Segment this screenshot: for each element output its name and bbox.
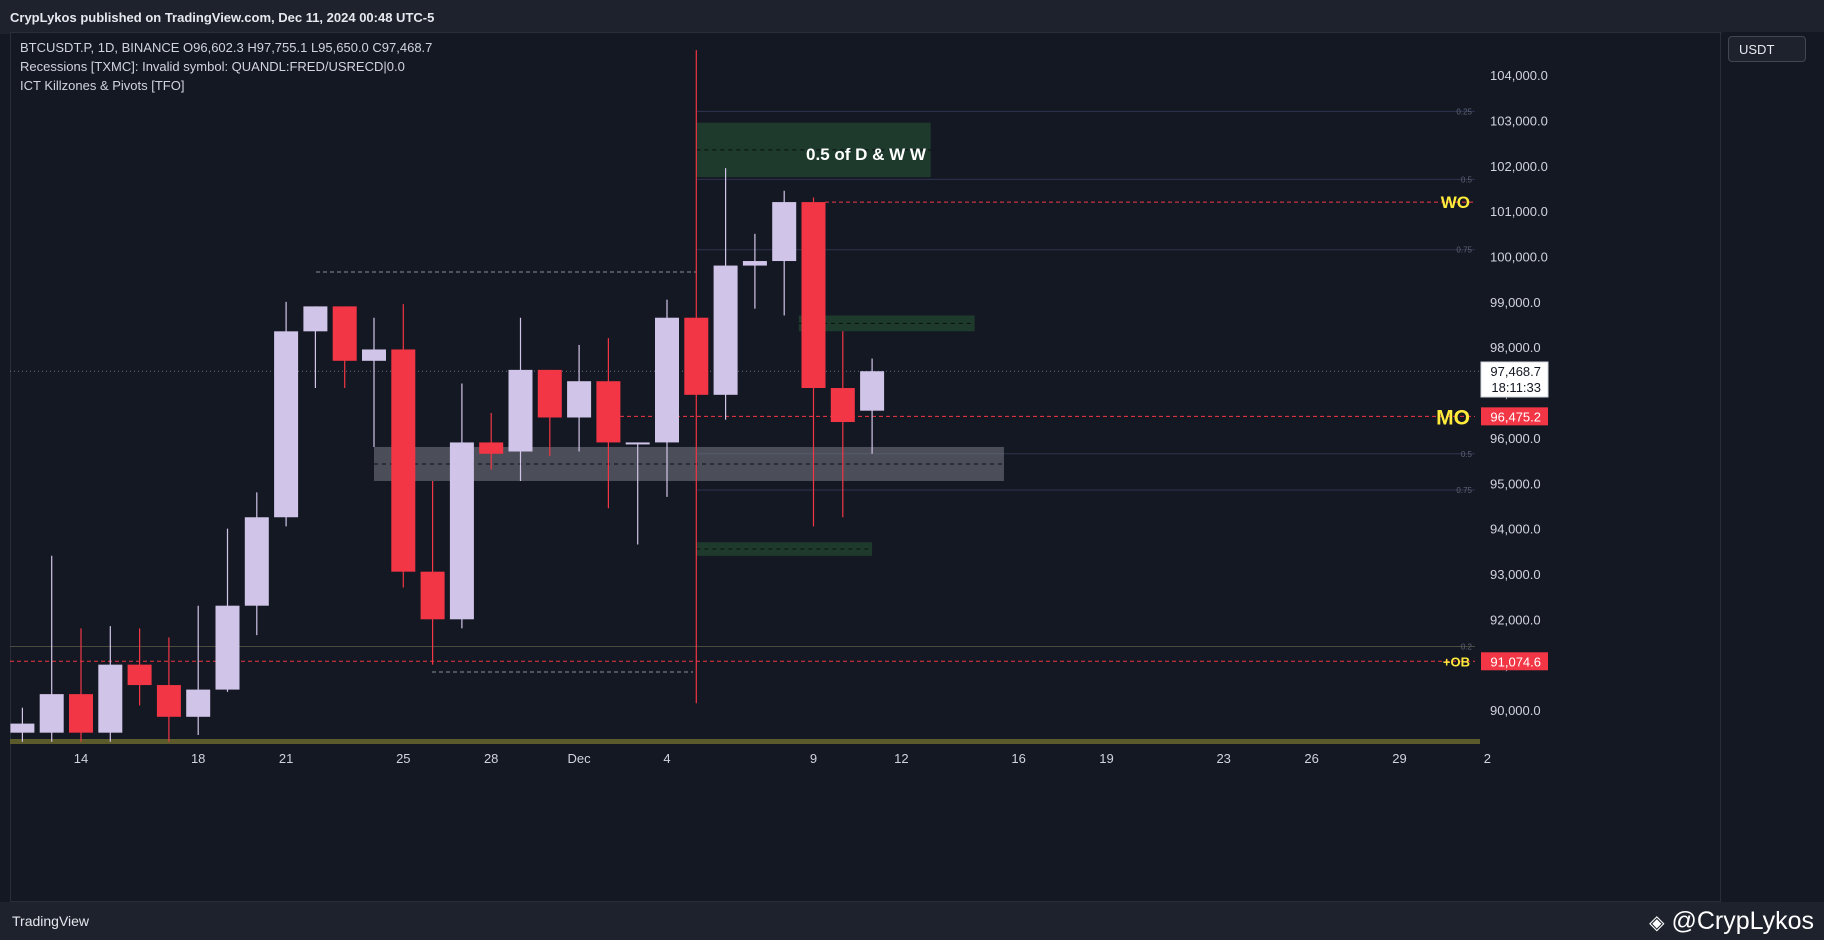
price-tick-label: 103,000.0 [1490,113,1548,128]
current-price-badge [1480,361,1549,398]
time-tick-label: 23 [1216,751,1230,766]
time-tick-label: 26 [1304,751,1318,766]
price-tick-label: 94,000.0 [1490,522,1541,537]
price-tick-label: 100,000.0 [1490,250,1548,265]
candle-body[interactable] [186,689,211,717]
candle-body[interactable] [69,694,93,733]
candle-body[interactable] [508,369,533,452]
candle-body[interactable] [362,349,386,361]
candle-body[interactable] [156,685,181,717]
fib-level-label: 0.2 [1461,643,1473,652]
current-price-badge-text: 97,468.7 [1490,364,1541,379]
candle-body[interactable] [772,202,797,262]
time-tick-label: Dec [568,751,592,766]
price-tick-label: 99,000.0 [1490,295,1541,310]
symbol-line[interactable]: BTCUSDT.P, 1D, BINANCE O96,602.3 H97,755… [20,40,433,55]
footer-bar: TradingView ◈ @CrypLykos [0,902,1824,940]
fib-level-label: 0.75 [1456,486,1472,495]
indicator-recessions[interactable]: Recessions [TXMC]: Invalid symbol: QUAND… [20,59,405,74]
recession-band [10,739,1480,744]
candle-body[interactable] [742,261,767,266]
mo-price-badge [1481,407,1548,426]
price-tick-label: 104,000.0 [1490,68,1548,83]
candle-body[interactable] [537,369,562,418]
current-price-badge-text: 18:11:33 [1491,380,1541,395]
candle-body[interactable] [127,664,152,686]
candle-body[interactable] [244,517,269,606]
time-tick-label: 28 [484,751,498,766]
fib-level-label: 0.5 [1461,175,1473,184]
candle-body[interactable] [713,265,738,395]
time-tick-label: 16 [1011,751,1025,766]
annotation-ob: +OB [1443,654,1470,669]
binance-logo-icon: ◈ [1649,912,1665,934]
annotation-mo: MO [1436,406,1470,429]
fib-level-label: 0.75 [1456,246,1472,255]
zone-label: 0.5 of D & W W [806,145,927,164]
price-tick-label: 90,000.0 [1490,703,1541,718]
price-tick-label: 92,000.0 [1490,612,1541,627]
publisher-text: CrypLykos published on TradingView.com, … [10,10,435,25]
time-tick-label: 19 [1099,751,1113,766]
currency-button[interactable]: USDT [1728,36,1806,62]
time-tick-label: 4 [663,751,670,766]
candle-body[interactable] [274,331,299,518]
fib-level-label: 0.5 [1461,450,1473,459]
time-tick-label: 2 [1484,751,1491,766]
time-tick-label: 25 [396,751,410,766]
indicator-killzones[interactable]: ICT Killzones & Pivots [TFO] [20,78,185,93]
candle-body[interactable] [332,306,357,361]
candle-body[interactable] [567,381,592,418]
candle-body[interactable] [420,571,445,620]
candle-body[interactable] [860,371,885,411]
zone-box [696,542,873,556]
candle-body[interactable] [684,317,709,395]
ob-price-badge [1481,652,1548,671]
tradingview-brand: TradingView [12,913,90,929]
time-tick-label: 14 [74,751,88,766]
candle-body[interactable] [39,694,64,733]
price-tick-label: 101,000.0 [1490,204,1548,219]
price-tick-label: 95,000.0 [1490,476,1541,491]
watermark-handle: @CrypLykos [1671,907,1814,935]
candle-body[interactable] [10,723,35,733]
time-tick-label: 29 [1392,751,1406,766]
candle-body[interactable] [479,442,504,454]
chart-legend: BTCUSDT.P, 1D, BINANCE O96,602.3 H97,755… [20,38,432,95]
price-tick-label: 98,000.0 [1490,340,1541,355]
time-tick-label: 18 [191,751,205,766]
candle-body[interactable] [625,442,650,445]
fib-level-label: 0.25 [1456,107,1472,116]
publisher-bar: CrypLykos published on TradingView.com, … [0,0,1824,34]
time-tick-label: 21 [279,751,293,766]
candle-body[interactable] [449,442,474,620]
mo-price-badge-text: 96,475.2 [1490,409,1541,424]
candle-body[interactable] [215,605,240,690]
price-tick-label: 96,000.0 [1490,431,1541,446]
time-tick-label: 12 [894,751,908,766]
candle-body[interactable] [98,664,123,733]
candle-body[interactable] [801,202,826,389]
time-tick-label: 9 [810,751,817,766]
price-axis[interactable] [1722,32,1824,902]
candle-body[interactable] [596,381,621,443]
annotation-wo: WO [1441,193,1470,212]
zone-box [798,315,975,332]
candle-body[interactable] [391,349,416,572]
tradingview-logo[interactable]: TradingView [12,913,89,929]
watermark: ◈ @CrypLykos [1649,907,1814,936]
candle-body[interactable] [303,306,328,332]
price-tick-label: 93,000.0 [1490,567,1541,582]
ob-price-badge-text: 91,074.6 [1490,654,1541,669]
candle-body[interactable] [655,317,679,443]
price-tick-label: 102,000.0 [1490,159,1548,174]
candle-body[interactable] [830,388,855,423]
